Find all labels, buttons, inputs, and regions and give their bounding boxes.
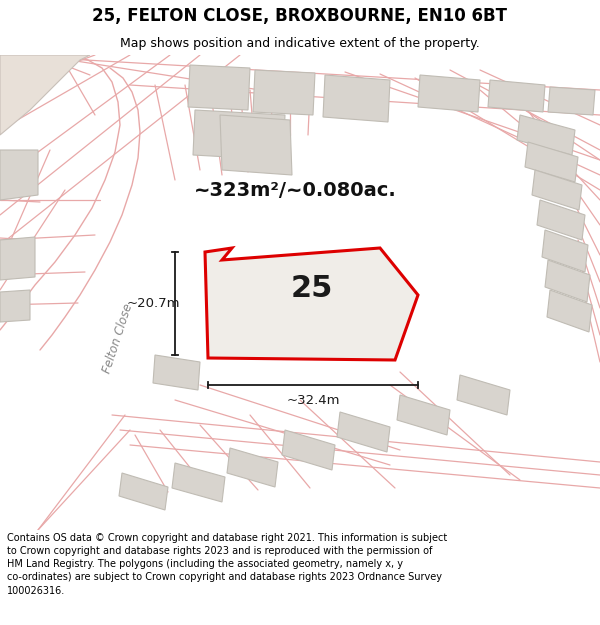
Text: ~20.7m: ~20.7m xyxy=(126,297,180,310)
Polygon shape xyxy=(397,395,450,435)
Polygon shape xyxy=(0,290,30,322)
Polygon shape xyxy=(193,110,285,160)
Text: Map shows position and indicative extent of the property.: Map shows position and indicative extent… xyxy=(120,38,480,51)
Text: Contains OS data © Crown copyright and database right 2021. This information is : Contains OS data © Crown copyright and d… xyxy=(7,533,448,596)
Polygon shape xyxy=(418,75,480,112)
Polygon shape xyxy=(220,115,292,175)
Polygon shape xyxy=(153,355,200,390)
Polygon shape xyxy=(323,75,390,122)
Polygon shape xyxy=(545,260,590,302)
Text: 25: 25 xyxy=(291,274,334,303)
Polygon shape xyxy=(0,55,90,135)
Polygon shape xyxy=(517,115,575,155)
Polygon shape xyxy=(532,170,582,210)
Polygon shape xyxy=(548,87,595,115)
Polygon shape xyxy=(282,430,335,470)
Polygon shape xyxy=(0,237,35,280)
Polygon shape xyxy=(188,65,250,110)
Polygon shape xyxy=(547,290,592,332)
Polygon shape xyxy=(227,448,278,487)
Polygon shape xyxy=(537,200,585,240)
Text: ~323m²/~0.080ac.: ~323m²/~0.080ac. xyxy=(194,181,397,199)
Polygon shape xyxy=(253,70,315,115)
Polygon shape xyxy=(0,150,38,200)
Polygon shape xyxy=(525,142,578,182)
Polygon shape xyxy=(337,412,390,452)
Polygon shape xyxy=(119,473,168,510)
Text: Felton Close: Felton Close xyxy=(101,301,136,374)
Polygon shape xyxy=(205,248,418,360)
Polygon shape xyxy=(542,230,588,272)
Polygon shape xyxy=(457,375,510,415)
Text: 25, FELTON CLOSE, BROXBOURNE, EN10 6BT: 25, FELTON CLOSE, BROXBOURNE, EN10 6BT xyxy=(92,8,508,26)
Polygon shape xyxy=(172,463,225,502)
Text: ~32.4m: ~32.4m xyxy=(286,394,340,408)
Polygon shape xyxy=(488,80,545,112)
